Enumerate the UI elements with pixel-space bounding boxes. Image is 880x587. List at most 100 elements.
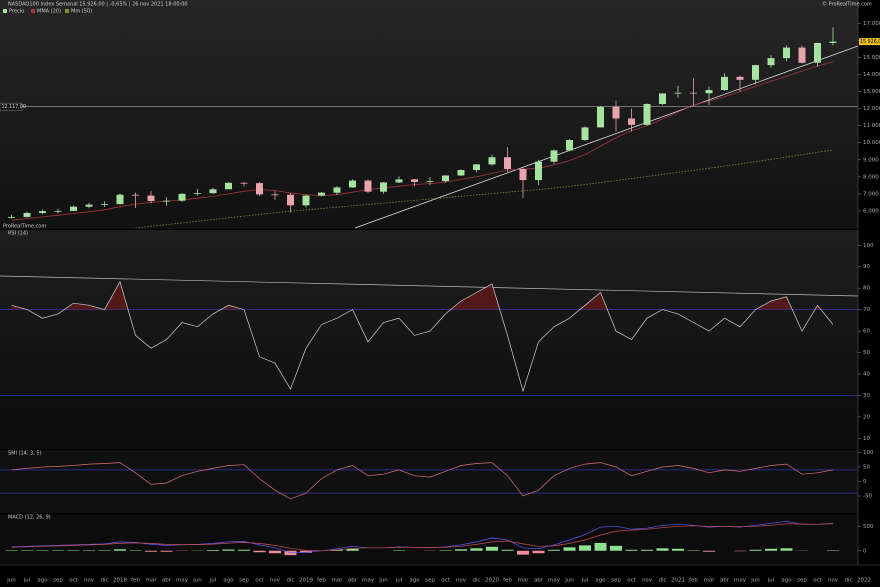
y-tick-label: 100 — [863, 450, 874, 456]
x-tick-label: 2021 — [671, 578, 685, 584]
candles — [8, 27, 837, 228]
candle-body — [163, 200, 170, 202]
histogram-bar — [579, 545, 591, 551]
candle-body — [209, 189, 217, 194]
histogram-bar — [641, 549, 653, 551]
x-tick-label: dic — [286, 578, 294, 584]
y-tick-label: 10 — [863, 436, 870, 442]
x-tick-label: 2020 — [485, 578, 499, 584]
price-panel — [0, 0, 858, 229]
candle-body — [566, 140, 573, 151]
x-tick-label: dic — [658, 578, 666, 584]
histogram-bar — [114, 549, 126, 551]
panel-title: MACD (12, 26, 9) — [8, 515, 51, 521]
x-tick-label: ago — [223, 578, 234, 584]
x-tick-label: mar — [332, 578, 344, 584]
x-tick-label: jul — [581, 578, 589, 584]
candle-body — [70, 206, 77, 211]
candle-body — [178, 193, 186, 201]
candle-body — [101, 204, 108, 205]
y-tick-label: -50 — [863, 494, 872, 500]
x-tick-label: sep — [797, 578, 807, 584]
candle-body — [39, 211, 46, 213]
x-tick-label: ago — [37, 578, 48, 584]
x-tick-label: oct — [813, 578, 822, 584]
candle-body — [628, 118, 635, 125]
candle-body — [535, 161, 542, 181]
macd-line — [11, 523, 834, 552]
candle-body — [550, 150, 558, 162]
candle-body — [287, 194, 294, 206]
indicator-line — [11, 280, 834, 393]
histogram-bar — [594, 542, 607, 551]
candle-body — [581, 127, 589, 140]
x-tick-label: mar — [518, 578, 530, 584]
histogram-bar — [548, 549, 560, 551]
x-tick-label: jun — [564, 578, 574, 584]
legend-label: Precio — [9, 9, 24, 15]
x-tick-label: ago — [409, 578, 420, 584]
histogram-bar — [455, 549, 467, 551]
candle-body — [488, 157, 496, 165]
histogram-bar — [703, 550, 715, 552]
x-tick-label: oct — [441, 578, 450, 584]
y-tick-label: 13.000 — [863, 89, 880, 95]
x-tick-label: nov — [270, 578, 281, 584]
x-tick-label: jun — [378, 578, 388, 584]
histogram-bar — [253, 550, 266, 553]
x-tick-label: jul — [767, 578, 775, 584]
candle-body — [426, 181, 434, 182]
x-tick-label: may — [362, 578, 375, 584]
panel-title: SMI (14, 3, 5) — [8, 451, 42, 457]
y-tick-label: 0 — [863, 548, 867, 554]
y-tick-label: 30 — [863, 393, 870, 399]
x-tick-label: may — [548, 578, 561, 584]
y-tick-label: 100 — [863, 243, 874, 249]
histogram-bar — [765, 548, 777, 551]
x-tick-label: abr — [162, 578, 172, 584]
y-tick-label: 0 — [863, 479, 867, 485]
candle-body — [705, 90, 713, 94]
smi-panel — [0, 450, 858, 513]
panel-title: RSI (14) — [8, 231, 28, 237]
watermark: ProRealTime.com — [3, 224, 46, 230]
candle-body — [752, 65, 759, 80]
candle-body — [225, 182, 232, 190]
x-tick-label: may — [176, 578, 189, 584]
candle-body — [442, 175, 449, 182]
candle-body — [659, 93, 666, 105]
histogram-bar — [207, 550, 219, 551]
x-tick-label: sep — [239, 578, 249, 584]
histogram-bar — [517, 550, 529, 555]
histogram-bar — [331, 549, 343, 551]
x-tick-label: ago — [595, 578, 606, 584]
hline-tag: 12.117,00 — [2, 104, 26, 110]
legend-label: MMA (20) — [37, 9, 61, 15]
candle-body — [674, 92, 682, 94]
x-tick-label: jul — [395, 578, 403, 584]
trend-line — [0, 275, 859, 297]
y-tick-label: 90 — [863, 264, 870, 270]
x-tick-label: jul — [23, 578, 31, 584]
candle-body — [132, 194, 139, 196]
macd-panel — [0, 514, 858, 564]
y-tick-label: 14.000 — [863, 72, 880, 78]
candle-body — [597, 106, 604, 128]
y-tick-label: 70 — [863, 307, 870, 313]
x-tick-label: nov — [456, 578, 467, 584]
x-tick-label: abr — [348, 578, 358, 584]
x-tick-label: oct — [255, 578, 264, 584]
candle-body — [829, 41, 837, 43]
histogram-bar — [269, 550, 281, 554]
candle-body — [54, 210, 62, 212]
candle-body — [504, 157, 511, 169]
y-tick-label: 12.000 — [863, 106, 880, 112]
candle-body — [116, 194, 124, 205]
candle-body — [85, 204, 93, 207]
x-tick-label: dic — [844, 578, 852, 584]
histogram-bar — [656, 548, 669, 551]
moving-average — [11, 61, 834, 221]
candle-body — [690, 92, 697, 94]
x-tick-label: sep — [611, 578, 621, 584]
